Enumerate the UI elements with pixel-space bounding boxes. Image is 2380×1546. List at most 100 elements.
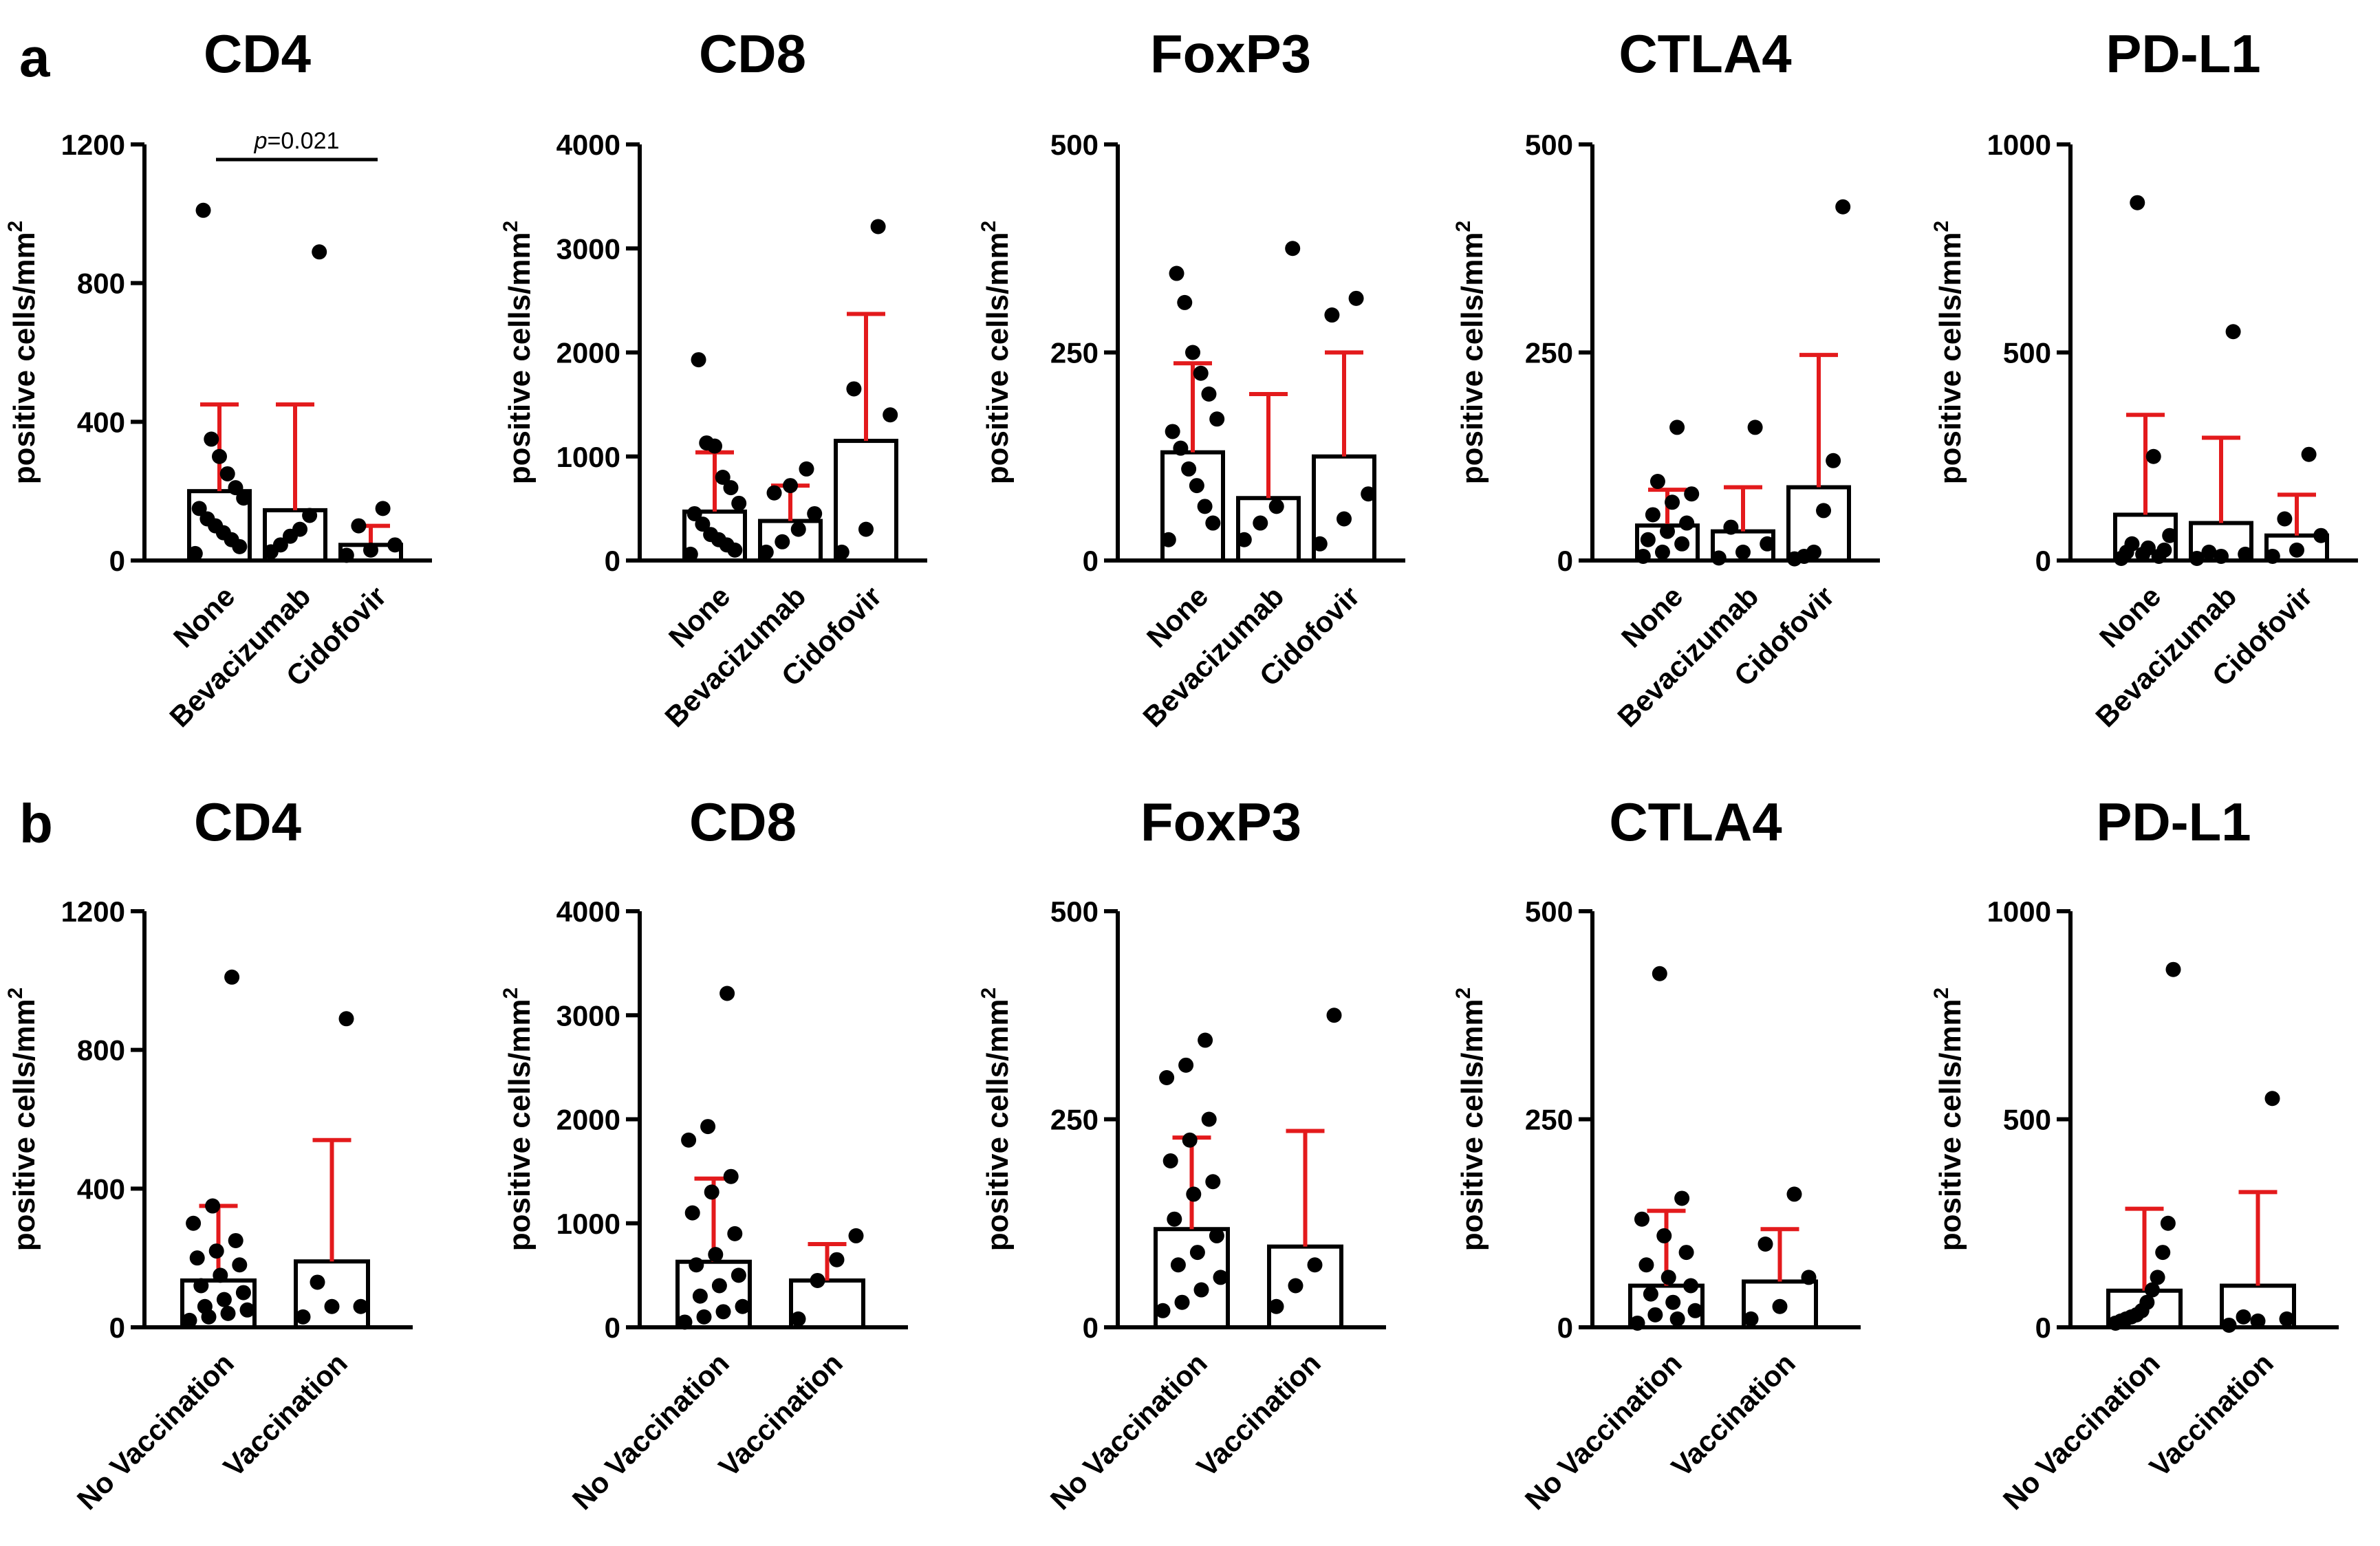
data-point — [1723, 519, 1739, 535]
data-point — [312, 244, 327, 260]
data-point — [682, 546, 698, 562]
chart-title: PD-L1 — [2096, 792, 2251, 852]
data-point — [1167, 1211, 1182, 1227]
data-point — [2289, 542, 2304, 558]
y-axis-label-superscript: 2 — [1452, 988, 1475, 999]
y-tick-label: 0 — [1557, 545, 1573, 577]
data-point — [681, 1132, 697, 1148]
data-point — [224, 969, 240, 985]
data-point — [846, 381, 862, 397]
chart-title: CD4 — [204, 23, 311, 84]
significance-label: p=0.021 — [254, 128, 340, 154]
y-axis-label: positive cells/mm2 — [4, 988, 41, 1252]
data-point — [1348, 290, 1364, 306]
data-point — [1170, 1257, 1186, 1273]
data-point — [1205, 515, 1221, 531]
y-tick-label: 0 — [1083, 545, 1099, 577]
y-axis-label: positive cells/mm2 — [977, 221, 1015, 485]
data-point — [1201, 1111, 1217, 1127]
y-axis-label-superscript: 2 — [499, 221, 522, 232]
bar — [1267, 1244, 1343, 1330]
data-point — [1186, 1186, 1202, 1202]
data-point — [216, 1292, 232, 1307]
data-point — [1678, 1245, 1694, 1261]
data-point — [1674, 1190, 1690, 1206]
y-axis-label-text: positive cells/mm — [503, 999, 537, 1251]
data-point — [1165, 424, 1180, 439]
data-point — [2165, 961, 2181, 977]
y-axis-label-text: positive cells/mm — [981, 232, 1015, 484]
data-point — [1638, 1257, 1654, 1273]
data-point — [204, 431, 219, 447]
data-point — [1189, 478, 1204, 494]
data-point — [1634, 1211, 1649, 1227]
data-point — [775, 534, 790, 549]
y-axis-label: positive cells/mm2 — [4, 221, 41, 485]
data-point — [2139, 1294, 2155, 1310]
data-point — [689, 1257, 704, 1273]
data-point — [731, 1267, 746, 1283]
data-point — [2313, 527, 2329, 543]
data-point — [324, 1298, 340, 1314]
y-tick-label: 0 — [2035, 1311, 2051, 1344]
data-point — [696, 1309, 712, 1325]
data-point — [182, 1312, 197, 1328]
y-axis-label: positive cells/mm2 — [977, 988, 1015, 1252]
data-point — [2156, 542, 2172, 558]
data-point — [1193, 1282, 1209, 1298]
data-point — [193, 1278, 209, 1294]
y-tick-label: 2000 — [556, 1104, 620, 1136]
y-tick-label: 4000 — [556, 895, 620, 928]
data-point — [723, 480, 739, 496]
data-point — [1801, 1270, 1817, 1285]
data-point — [848, 1228, 864, 1243]
data-point — [1324, 307, 1340, 323]
data-point — [1660, 523, 1675, 539]
data-point — [292, 521, 308, 537]
data-point — [1253, 515, 1268, 531]
y-tick-label: 3000 — [556, 232, 620, 265]
x-tick-label: No Vaccination — [566, 1347, 735, 1516]
x-tick-label: No Vaccination — [1044, 1347, 1213, 1516]
data-point — [870, 219, 886, 235]
chart-a-cd8: CD8 positive cells/mm2 0 1000 2000 3000 4000 No… — [499, 23, 927, 733]
data-point — [213, 1267, 228, 1283]
data-point — [363, 542, 378, 558]
x-tick-label: No Vaccination — [1519, 1347, 1688, 1516]
data-point — [232, 1257, 248, 1273]
x-tick-label: None — [1140, 580, 1214, 653]
data-point — [692, 1288, 708, 1304]
data-point — [310, 1274, 325, 1290]
y-tick-label: 1000 — [1987, 895, 2051, 928]
data-point — [1786, 1186, 1802, 1202]
data-point — [1178, 1057, 1194, 1073]
data-point — [758, 544, 774, 560]
chart-title: CD8 — [699, 23, 806, 84]
chart-b-cd4: CD4 positive cells/mm2 0 400 800 1200 No Vacci… — [4, 792, 413, 1516]
data-point — [715, 470, 731, 485]
y-tick-label: 800 — [77, 268, 125, 300]
y-tick-label: 500 — [1525, 129, 1573, 161]
y-axis-label: positive cells/mm2 — [1452, 221, 1489, 485]
data-point — [1285, 241, 1301, 257]
data-point — [703, 527, 719, 543]
y-tick-label: 0 — [109, 545, 125, 577]
chart-title: PD-L1 — [2106, 23, 2260, 84]
y-tick-label: 400 — [77, 406, 125, 438]
y-axis-label-text: positive cells/mm — [1934, 232, 1967, 484]
chart-b-pd-l1: PD-L1 positive cells/mm2 0 500 1000 No Vaccin… — [1930, 792, 2339, 1516]
data-point — [1201, 386, 1217, 402]
y-tick-label: 0 — [605, 545, 620, 577]
x-tick-label: None — [662, 580, 736, 653]
data-point — [375, 501, 391, 516]
data-point — [883, 407, 898, 423]
y-axis-label: positive cells/mm2 — [1930, 988, 1967, 1252]
data-point — [723, 1168, 739, 1184]
data-point — [212, 448, 227, 464]
data-point — [695, 516, 711, 532]
data-point — [2214, 548, 2229, 564]
data-point — [1268, 1298, 1284, 1314]
